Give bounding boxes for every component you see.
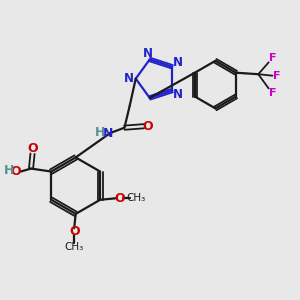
Text: O: O <box>142 120 153 133</box>
Text: F: F <box>269 88 277 98</box>
Text: O: O <box>69 225 80 238</box>
Text: O: O <box>27 142 38 155</box>
Text: H: H <box>4 164 14 177</box>
Text: N: N <box>124 72 134 85</box>
Text: CH₃: CH₃ <box>126 193 146 203</box>
Text: N: N <box>103 127 113 140</box>
Text: N: N <box>143 47 153 60</box>
Text: CH₃: CH₃ <box>64 242 84 253</box>
Text: N: N <box>172 56 183 69</box>
Text: N: N <box>172 88 183 101</box>
Text: F: F <box>273 71 281 81</box>
Text: H: H <box>95 126 105 139</box>
Text: O: O <box>11 165 22 178</box>
Text: O: O <box>114 191 125 205</box>
Text: F: F <box>269 53 277 63</box>
